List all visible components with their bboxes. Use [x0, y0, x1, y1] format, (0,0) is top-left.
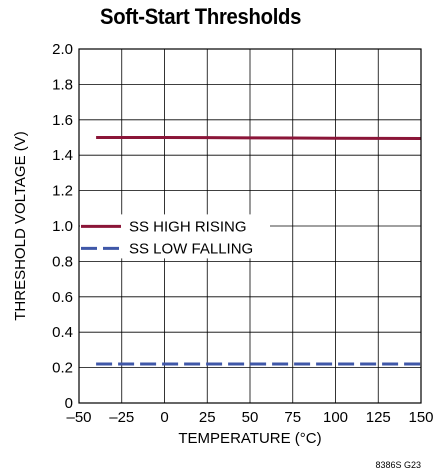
legend-background [80, 214, 270, 259]
y-tick-label: 2.0 [52, 41, 73, 58]
x-tick-label: 0 [160, 409, 168, 426]
plot-frame [78, 48, 422, 404]
series-layer [96, 136, 422, 366]
y-tick-label: 1.6 [52, 112, 73, 129]
x-axis-label: TEMPERATURE (°C) [178, 430, 321, 447]
legend-label-ss-low-falling: SS LOW FALLING [129, 240, 253, 257]
y-tick-label: 0 [65, 395, 73, 412]
x-tick-label: 25 [199, 409, 216, 426]
grid [79, 49, 421, 403]
y-tick-label: 0.4 [52, 324, 73, 341]
series-line-0 [96, 136, 422, 141]
y-tick-label: 1.8 [52, 76, 73, 93]
x-tick-label: 150 [408, 409, 433, 426]
figure-code: 8386S G23 [375, 460, 421, 470]
y-tick-label: 0.8 [52, 253, 73, 270]
y-tick-label: 0.6 [52, 289, 73, 306]
y-tick-label: 0.2 [52, 360, 73, 377]
x-tick-label: –50 [66, 409, 91, 426]
x-tick-labels: –50 –25 0 25 50 75 100 125 150 [66, 409, 433, 426]
legend-label-ss-high-rising: SS HIGH RISING [129, 218, 247, 235]
x-tick-label: 75 [284, 409, 301, 426]
y-tick-label: 1.0 [52, 218, 73, 235]
x-tick-label: 50 [242, 409, 259, 426]
y-tick-labels: 0 0.2 0.4 0.6 0.8 1.0 1.2 1.4 1.6 1.8 2.0 [52, 41, 73, 412]
y-tick-label: 1.4 [52, 147, 73, 164]
y-axis-label: THRESHOLD VOLTAGE (V) [12, 131, 29, 320]
x-tick-label: 125 [366, 409, 391, 426]
x-tick-label: –25 [109, 409, 134, 426]
y-tick-label: 1.2 [52, 183, 73, 200]
legend: SS HIGH RISING SS LOW FALLING [80, 214, 270, 259]
chart-title: Soft-Start Thresholds [100, 4, 302, 29]
x-tick-label: 100 [323, 409, 348, 426]
